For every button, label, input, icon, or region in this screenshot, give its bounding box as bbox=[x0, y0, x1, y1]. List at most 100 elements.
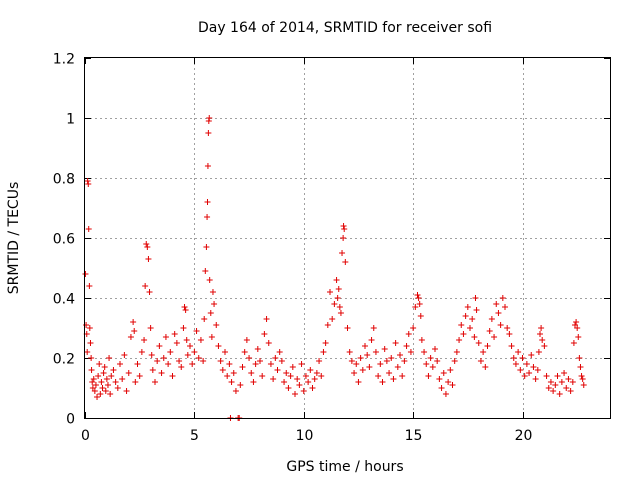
data-point bbox=[379, 379, 386, 385]
x-tick-label: 20 bbox=[515, 428, 533, 444]
data-point bbox=[243, 337, 250, 343]
data-point bbox=[173, 340, 180, 346]
data-point bbox=[309, 385, 316, 391]
data-point bbox=[294, 376, 301, 382]
data-point bbox=[213, 322, 220, 328]
data-point bbox=[257, 358, 263, 364]
data-point bbox=[340, 223, 347, 229]
data-point bbox=[322, 340, 329, 346]
data-point bbox=[436, 376, 443, 382]
data-point bbox=[191, 349, 198, 355]
data-point bbox=[110, 367, 117, 373]
data-point bbox=[362, 343, 368, 349]
data-point bbox=[336, 304, 343, 310]
data-point bbox=[215, 343, 222, 349]
data-point bbox=[368, 337, 375, 343]
data-point bbox=[265, 340, 272, 346]
data-point bbox=[580, 382, 587, 388]
data-point bbox=[298, 361, 305, 367]
data-point bbox=[197, 337, 204, 343]
data-point bbox=[232, 388, 239, 394]
data-point bbox=[201, 316, 208, 322]
data-point bbox=[272, 355, 279, 361]
data-point bbox=[535, 349, 542, 355]
data-point bbox=[250, 379, 257, 385]
data-point bbox=[390, 376, 397, 382]
data-point bbox=[204, 199, 211, 205]
data-point bbox=[248, 370, 255, 376]
data-point bbox=[563, 385, 570, 391]
data-point bbox=[460, 331, 467, 337]
data-point bbox=[327, 289, 333, 295]
x-tick-label: 5 bbox=[190, 428, 199, 444]
data-point bbox=[189, 361, 196, 367]
data-point bbox=[477, 358, 484, 364]
data-point bbox=[228, 379, 235, 385]
data-point bbox=[573, 319, 580, 325]
data-point bbox=[311, 376, 318, 382]
data-point bbox=[270, 376, 277, 382]
data-point bbox=[515, 349, 522, 355]
data-point bbox=[442, 391, 449, 397]
data-point bbox=[152, 379, 158, 385]
data-point bbox=[101, 364, 108, 370]
data-point bbox=[486, 328, 493, 334]
data-point bbox=[416, 301, 423, 307]
data-point bbox=[375, 373, 382, 379]
data-point bbox=[464, 304, 471, 310]
data-point bbox=[146, 289, 153, 295]
data-point bbox=[206, 115, 213, 121]
data-point bbox=[372, 349, 379, 355]
data-point bbox=[123, 388, 130, 394]
data-point bbox=[405, 331, 412, 337]
data-point bbox=[423, 361, 430, 367]
data-point bbox=[144, 244, 151, 250]
data-point bbox=[90, 376, 97, 382]
data-point bbox=[493, 301, 500, 307]
data-point bbox=[274, 367, 281, 373]
data-point bbox=[333, 277, 340, 283]
data-point bbox=[407, 349, 414, 355]
data-point bbox=[246, 355, 253, 361]
data-point bbox=[497, 322, 504, 328]
data-point bbox=[425, 373, 432, 379]
y-tick-label: 1.2 bbox=[53, 52, 75, 68]
data-point bbox=[267, 361, 274, 367]
data-point bbox=[401, 358, 408, 364]
data-point bbox=[456, 337, 463, 343]
data-point bbox=[344, 325, 351, 331]
data-point bbox=[351, 370, 358, 376]
data-point bbox=[342, 259, 349, 265]
data-point bbox=[259, 373, 266, 379]
data-point bbox=[467, 325, 473, 331]
x-tick-label: 15 bbox=[405, 428, 423, 444]
data-point bbox=[127, 334, 134, 340]
x-tick-label: 10 bbox=[296, 428, 314, 444]
data-point bbox=[302, 373, 309, 379]
data-point bbox=[106, 355, 113, 361]
data-point bbox=[458, 322, 465, 328]
data-point bbox=[97, 391, 104, 397]
data-point bbox=[278, 358, 285, 364]
x-tick-label: 0 bbox=[81, 428, 90, 444]
data-point bbox=[85, 181, 92, 187]
data-point bbox=[209, 289, 216, 295]
data-point bbox=[417, 313, 424, 319]
data-point bbox=[206, 277, 213, 283]
data-point bbox=[561, 370, 568, 376]
data-point bbox=[541, 343, 548, 349]
data-point bbox=[160, 355, 167, 361]
data-point bbox=[567, 388, 574, 394]
data-point bbox=[131, 328, 138, 334]
data-point bbox=[307, 367, 314, 373]
data-point bbox=[147, 325, 154, 331]
data-point bbox=[543, 373, 550, 379]
plot-frame bbox=[84, 57, 611, 419]
data-point bbox=[313, 370, 320, 376]
x-axis-label: GPS time / hours bbox=[286, 459, 403, 475]
data-point bbox=[480, 349, 487, 355]
data-point bbox=[276, 349, 283, 355]
data-point bbox=[86, 283, 93, 289]
data-point bbox=[217, 358, 224, 364]
data-point bbox=[182, 307, 189, 313]
